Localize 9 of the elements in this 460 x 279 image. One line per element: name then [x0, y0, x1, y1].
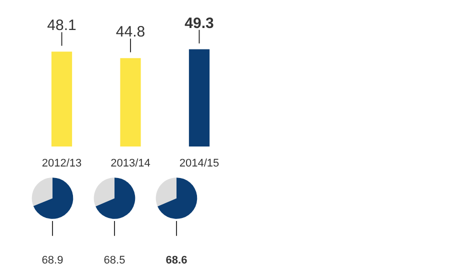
x-tick-label: 2013/14: [110, 158, 150, 170]
x-tick-label: 2012/13: [42, 158, 82, 170]
data-label: 68.6: [166, 254, 188, 267]
x-tick-label: 2014/15: [179, 158, 220, 170]
data-label: 44.8: [116, 24, 146, 41]
data-label: 49.3: [184, 14, 214, 32]
data-label: 68.9: [42, 254, 64, 267]
data-label: 48.1: [47, 17, 76, 34]
data-label: 68.5: [104, 254, 126, 267]
